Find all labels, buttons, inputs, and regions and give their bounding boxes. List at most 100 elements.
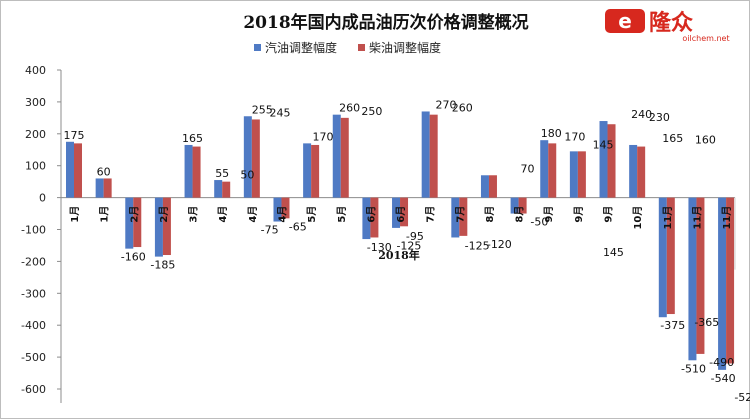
x-tick-label-group: 8月 <box>514 206 526 223</box>
x-tick-label: 1月 <box>99 206 111 223</box>
x-tick-label-group: 9月 <box>603 206 615 223</box>
x-tick-label-group: 6月 <box>365 206 377 223</box>
data-label: 260 <box>339 102 360 115</box>
x-tick-label-group: 1月 <box>99 206 111 223</box>
y-tick-label: -200 <box>21 255 46 268</box>
data-label: 50 <box>240 169 254 182</box>
chart-title: 2018年国内成品油历次价格调整概况 <box>243 12 528 33</box>
legend-label-diesel: 柴油调整幅度 <box>369 40 441 55</box>
data-label: -65 <box>289 220 307 233</box>
y-tick-label: 300 <box>25 96 46 109</box>
x-tick-label: 5月 <box>336 206 348 223</box>
data-label: -490 <box>709 356 734 369</box>
data-label: 60 <box>97 165 111 178</box>
bar-diesel-6 <box>222 182 230 198</box>
x-tick-label-group: 4月 <box>217 206 229 223</box>
data-label: 250 <box>361 105 382 118</box>
bar-gasoline-2 <box>96 178 104 197</box>
bar-diesel-18 <box>578 151 586 197</box>
bar-gasoline-18 <box>570 151 578 197</box>
data-label: -510 <box>681 362 706 375</box>
x-tick-label: 6月 <box>395 206 407 223</box>
x-tick-label-group: 3月 <box>188 206 200 223</box>
x-tick-label: 5月 <box>306 206 318 223</box>
bar-gasoline-10 <box>333 115 341 198</box>
x-tick-label: 8月 <box>514 206 526 223</box>
y-tick-label: 400 <box>25 64 46 77</box>
bar-gasoline-9 <box>303 143 311 197</box>
legend: 汽油调整幅度 柴油调整幅度 <box>254 40 441 55</box>
x-tick-label-group: 8月 <box>484 206 496 223</box>
x-tick-label-group: 11月 <box>721 206 733 230</box>
oilchem-logo: e 隆众 oilchem.net <box>605 9 730 43</box>
data-label: 180 <box>541 127 562 140</box>
bar-diesel-20 <box>637 147 645 198</box>
bar-gasoline-13 <box>422 111 430 197</box>
data-label: 175 <box>64 129 85 142</box>
y-tick-label: -500 <box>21 351 46 364</box>
data-label: 70 <box>520 162 534 175</box>
data-label: -185 <box>150 259 175 272</box>
x-tick-label: 11月 <box>721 206 733 230</box>
data-label: 260 <box>452 102 473 115</box>
x-tick-label: 9月 <box>573 206 585 223</box>
data-label: -120 <box>487 238 512 251</box>
x-tick-label-group: 6月 <box>395 206 407 223</box>
data-label: -540 <box>711 372 736 385</box>
x-tick-label-group: 4月 <box>247 206 259 223</box>
bar-gasoline-20 <box>629 145 637 198</box>
bar-gasoline-1 <box>66 142 74 198</box>
data-label: 230 <box>649 111 670 124</box>
x-tick-label: 1月 <box>69 206 81 223</box>
y-tick-label: -400 <box>21 319 46 332</box>
x-tick-label: 4月 <box>217 206 229 223</box>
data-label: -50 <box>530 216 548 229</box>
bar-gasoline-5 <box>185 145 193 198</box>
bar-diesel-5 <box>193 147 201 198</box>
y-tick-label: 0 <box>39 192 46 205</box>
data-label: 145 <box>603 246 624 259</box>
x-tick-label: 7月 <box>425 206 437 223</box>
bar-diesel-2 <box>104 178 112 197</box>
data-label: -365 <box>694 316 719 329</box>
x-tick-label: 11月 <box>691 206 703 230</box>
data-label: 165 <box>662 132 683 145</box>
logo-brand: 隆众 <box>649 11 693 36</box>
bar-diesel-9 <box>311 145 319 198</box>
x-tick-label-group: 5月 <box>306 206 318 223</box>
x-tick-label-group: 7月 <box>454 206 466 223</box>
x-tick-label-group: 2月 <box>128 206 140 223</box>
data-label: 160 <box>695 134 716 147</box>
data-label: -375 <box>660 319 685 332</box>
x-tick-label: 2月 <box>158 206 170 223</box>
x-tick-label: 7月 <box>454 206 466 223</box>
data-label: 145 <box>593 138 614 151</box>
x-tick-label: 11月 <box>662 206 674 230</box>
legend-swatch-gasoline <box>254 44 261 51</box>
x-tick-label-group: 4月 <box>276 206 288 223</box>
y-tick-label: -300 <box>21 287 46 300</box>
data-label: 170 <box>312 130 333 143</box>
bar-gasoline-19 <box>600 121 608 198</box>
data-label: 165 <box>182 132 203 145</box>
bar-gasoline-6 <box>214 180 222 198</box>
x-tick-label: 4月 <box>276 206 288 223</box>
bar-diesel-10 <box>341 118 349 198</box>
x-tick-label-group: 11月 <box>662 206 674 230</box>
x-tick-label: 4月 <box>247 206 259 223</box>
bar-gasoline-15 <box>481 175 489 197</box>
bar-diesel-13 <box>430 115 438 198</box>
bar-gasoline-7 <box>244 116 252 197</box>
x-tick-label: 3月 <box>188 206 200 223</box>
x-tick-label: 8月 <box>484 206 496 223</box>
y-tick-label: -100 <box>21 224 46 237</box>
data-label: 170 <box>564 130 585 143</box>
data-label: 245 <box>269 106 290 119</box>
x-tick-label: 2月 <box>128 206 140 223</box>
x-tick-label: 10月 <box>632 206 644 230</box>
data-label: -160 <box>121 251 146 264</box>
x-tick-label-group: 2月 <box>158 206 170 223</box>
bar-diesel-1 <box>74 143 82 197</box>
